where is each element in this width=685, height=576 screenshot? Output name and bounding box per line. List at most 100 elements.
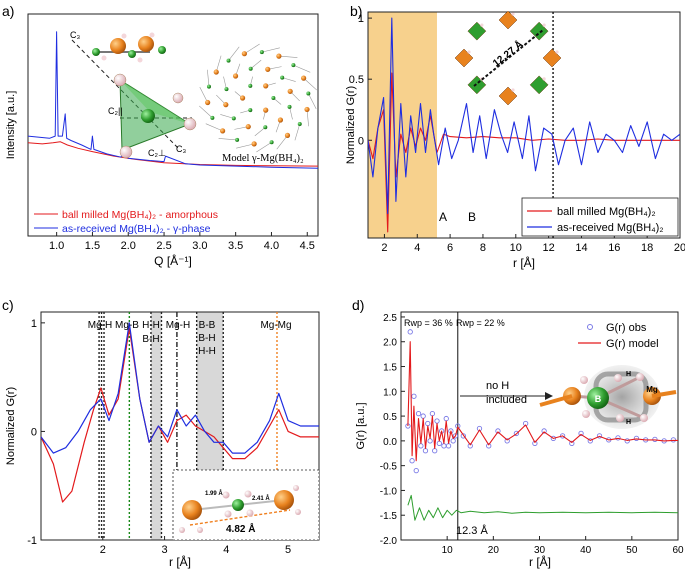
obs-point	[420, 413, 426, 419]
x-tick-label: 40	[580, 545, 592, 556]
panel-a-model-network	[199, 43, 317, 153]
x-tick-label: 20	[488, 545, 500, 556]
d-atom-h1-label: H	[626, 371, 631, 378]
obs-point	[596, 433, 603, 439]
x-tick-label: 1.5	[85, 240, 100, 252]
network-atom	[259, 50, 264, 55]
panel-d-legend: G(r) obs G(r) model	[578, 322, 659, 350]
hydrogen-atom	[119, 145, 133, 159]
obs-point	[432, 448, 438, 454]
network-atom	[240, 95, 246, 101]
obs-point	[532, 440, 538, 446]
network-atom	[284, 132, 291, 138]
x-tick-label: 4.5	[300, 240, 315, 252]
panel-a-y-label: Intensity [a.u.]	[5, 91, 17, 159]
region-b-label: B	[468, 210, 476, 224]
x-tick-label: 2.5	[156, 240, 171, 252]
series-c-ball-milled	[41, 327, 319, 503]
hydrogen-atom	[172, 92, 184, 104]
inset-mg-mg-distance	[189, 509, 291, 526]
x-tick-label: 8	[480, 242, 486, 254]
x-tick-label: 2.0	[121, 240, 136, 252]
network-atom	[248, 108, 253, 113]
y-tick-label: -0.5	[380, 462, 398, 473]
panel-b-y-label: Normalized G(r)	[345, 86, 357, 164]
d-atom-b-label: B	[595, 394, 602, 404]
network-atom	[206, 84, 211, 89]
y-tick-label: -1	[27, 535, 37, 547]
legend-d-obs: G(r) obs	[606, 322, 647, 334]
obs-point	[429, 410, 436, 417]
panel-a-molecule-illustration: C₃ C₂|| C₂⊥ C₃	[70, 30, 197, 159]
obs-point	[495, 428, 501, 434]
bond-label-b-b: B-B	[199, 320, 216, 331]
panel-b-x-label: r [Å]	[513, 255, 535, 270]
panel-letter-c: c)	[2, 297, 14, 313]
panel-b: 2 4 6 8 10 12 14 16 18 20 0 0.5 1 12.27 Å A B ball m…	[345, 10, 685, 270]
panel-letter-d: d)	[352, 297, 364, 313]
x-tick-label: 10	[510, 242, 522, 254]
inset-mg-atom	[274, 490, 294, 510]
obs-point	[633, 435, 640, 442]
obs-point	[615, 435, 621, 441]
x-tick-label: 1.0	[49, 240, 64, 252]
label-c3-bottom: C₃	[176, 144, 186, 154]
label-c3-top: C₃	[70, 30, 80, 40]
panel-c-inset: 1.99 Å 2.41 Å 4.82 Å	[172, 469, 320, 541]
inset-distance-2: 2.41 Å	[252, 495, 270, 502]
x-tick-label: 16	[608, 242, 620, 254]
series-b-as-received	[368, 17, 680, 215]
x-tick-label: 4.0	[264, 240, 279, 252]
obs-point	[559, 433, 566, 439]
rwp-right: Rwp = 22 %	[456, 318, 505, 328]
panel-b-series	[368, 17, 680, 233]
inset-b-atom	[232, 499, 244, 511]
x-tick-label: 18	[641, 242, 653, 254]
network-atom	[306, 91, 311, 96]
network-atom	[224, 87, 229, 92]
panel-c-x-label: r [Å]	[169, 554, 191, 569]
tetrahedron-face	[120, 80, 190, 124]
x-tick-label: 12	[543, 242, 555, 254]
panel-d-series	[405, 329, 678, 521]
x-tick-label: 3	[161, 544, 167, 556]
panel-a-legend: ball milled Mg(BH₄)₂ - amorphous as-rece…	[34, 209, 218, 235]
legend-d-model: G(r) model	[606, 338, 659, 350]
panel-letter-b: b)	[350, 3, 362, 19]
y-tick-label: 1	[358, 13, 364, 25]
shaded-range	[150, 312, 162, 540]
network-atom	[287, 88, 293, 94]
inset-mg-atom	[182, 500, 202, 520]
inset-distance-3: 4.82 Å	[226, 522, 255, 535]
network-atom	[226, 58, 231, 63]
x-tick-label: 6	[447, 242, 453, 254]
network-atom	[277, 117, 284, 123]
y-tick-label: 0.0	[383, 437, 397, 448]
network-atom	[213, 69, 219, 75]
network-atom	[276, 53, 282, 59]
network-atom	[248, 83, 253, 88]
panel-a-model-label: Model γ-Mg(BH₄)₂	[222, 153, 304, 164]
panel-a-x-label: Q [Å⁻¹]	[154, 253, 192, 268]
obs-point	[441, 443, 447, 449]
bond-label-h-h-1: H-H	[142, 320, 160, 331]
obs-point	[422, 448, 429, 454]
panel-letter-a: a)	[2, 3, 14, 19]
obs-point	[418, 443, 424, 449]
network-atom	[287, 104, 292, 109]
bond-label-mg-b: Mg-B	[115, 320, 139, 331]
x-tick-label: 60	[672, 545, 684, 556]
network-atom	[263, 83, 269, 89]
y-tick-label: 1.0	[383, 387, 397, 398]
panel-d-molecule: B Mg H H	[539, 365, 677, 429]
rwp-left: Rwp = 36 %	[404, 318, 453, 328]
boron-atom	[141, 109, 155, 123]
legend-b-as-received: as-received Mg(BH₄)₂	[557, 222, 664, 234]
x-tick-label: 2	[381, 242, 387, 254]
network-atom	[291, 63, 296, 68]
obs-point	[450, 438, 456, 444]
y-tick-label: 2.0	[383, 338, 397, 349]
network-atom	[271, 96, 276, 100]
legend-as-received: as-received Mg(BH₄)₂ - γ-phase	[62, 223, 211, 235]
boron-atom	[92, 48, 100, 56]
